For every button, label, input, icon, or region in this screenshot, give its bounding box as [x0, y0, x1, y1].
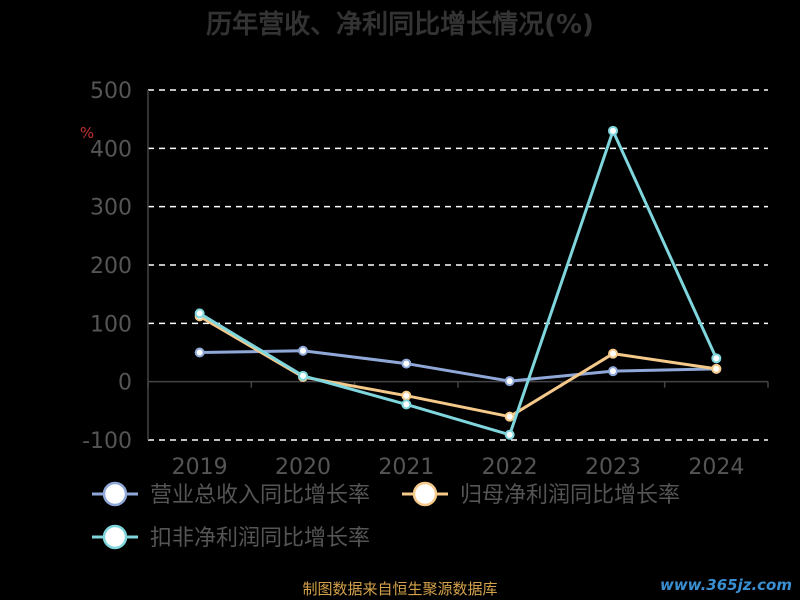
y-tick-label: -100 — [82, 429, 132, 454]
y-axis-label: % — [80, 124, 94, 142]
x-tick-label: 2023 — [585, 455, 641, 480]
data-point — [194, 347, 205, 358]
data-point — [298, 370, 308, 381]
data-point — [194, 308, 205, 319]
y-tick-label: 500 — [90, 79, 132, 104]
legend-item: 扣非净利润同比增长率 — [92, 524, 370, 551]
y-tick-label: 0 — [118, 371, 132, 396]
watermark: www.365jz.com — [659, 576, 792, 594]
data-point — [711, 363, 722, 374]
data-point — [608, 366, 618, 377]
legend-item: 归母净利润同比增长率 — [402, 481, 680, 508]
data-point — [401, 390, 412, 401]
data-point — [504, 411, 515, 422]
series-2 — [194, 311, 722, 422]
source-footer: 制图数据来自恒生聚源数据库 — [302, 580, 498, 598]
x-tick-label: 2022 — [482, 455, 538, 480]
series-3 — [194, 125, 722, 440]
legend-label: 扣非净利润同比增长率 — [150, 526, 370, 551]
x-tick-label: 2020 — [275, 455, 331, 480]
data-point — [401, 358, 412, 369]
legend-marker — [102, 524, 128, 550]
series-line — [198, 315, 717, 419]
axes: -100 0 100 200 300 400 500 2019 2020 2021 2022 2023… — [82, 79, 769, 480]
x-tick-label: 2019 — [172, 455, 228, 480]
y-tick-label: 400 — [90, 137, 132, 162]
series-1 — [194, 345, 722, 387]
grid-lines — [148, 89, 768, 441]
data-point — [504, 376, 515, 387]
x-tick-label: 2024 — [688, 455, 744, 480]
data-point — [608, 348, 618, 359]
legend-label: 归母净利润同比增长率 — [460, 483, 680, 508]
legend-marker — [102, 481, 128, 507]
y-tick-label: 300 — [90, 196, 132, 221]
data-point — [711, 353, 722, 364]
data-point — [298, 345, 308, 356]
chart-title: 历年营收、净利同比增长情况(%) — [206, 9, 594, 40]
data-point — [504, 429, 515, 440]
series-lines — [194, 125, 722, 440]
legend-marker — [412, 481, 438, 507]
data-point — [608, 125, 618, 136]
y-tick-label: 200 — [90, 254, 132, 279]
legend-item: 营业总收入同比增长率 — [92, 481, 370, 508]
y-tick-label: 100 — [90, 312, 132, 337]
data-point — [401, 399, 412, 410]
series-line — [199, 349, 717, 383]
series-line — [198, 129, 718, 437]
legend-label: 营业总收入同比增长率 — [150, 483, 370, 508]
x-tick-label: 2021 — [378, 455, 434, 480]
